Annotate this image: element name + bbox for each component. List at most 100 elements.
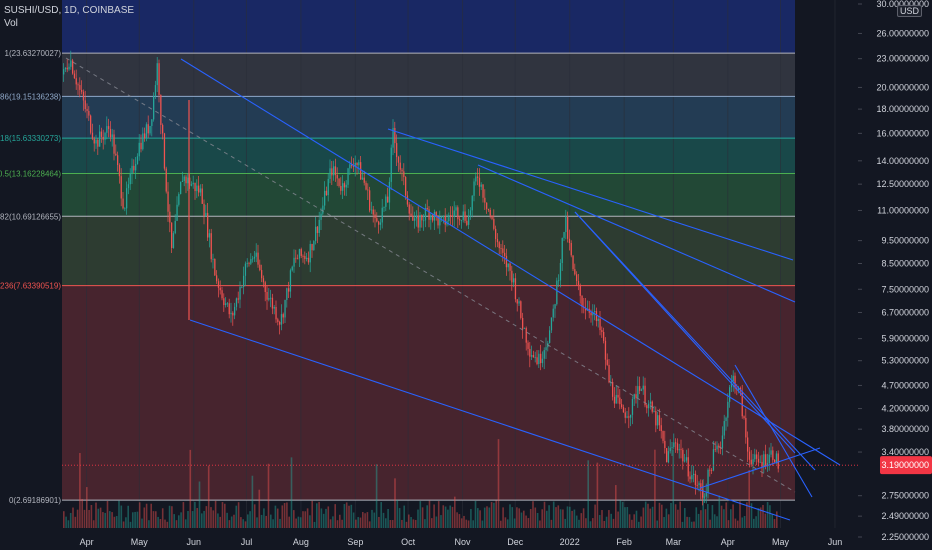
volume-bar <box>316 503 318 528</box>
candle-body <box>772 450 774 460</box>
volume-bar <box>495 500 497 528</box>
candle-body <box>171 222 173 248</box>
candle-body <box>374 214 376 219</box>
candle-body <box>176 204 178 221</box>
candle-body <box>567 217 569 239</box>
candle-body <box>712 449 715 471</box>
candle-body <box>145 124 148 139</box>
candle-body <box>696 484 698 486</box>
volume-bar <box>670 502 672 528</box>
volume-bar <box>233 514 235 528</box>
x-tick-label: Jun <box>186 537 201 547</box>
volume-bar <box>362 512 364 528</box>
volume-bar <box>753 518 755 528</box>
candle-body <box>745 417 747 438</box>
candle-body <box>234 306 236 316</box>
candle-body <box>149 125 151 134</box>
candle-body <box>657 415 659 426</box>
volume-bar <box>403 505 405 528</box>
candle-body <box>568 238 571 243</box>
candle-body <box>579 285 581 296</box>
candle-body <box>192 182 194 185</box>
candle-body <box>266 291 268 300</box>
x-axis-strip <box>0 528 932 550</box>
candle-body <box>415 215 418 219</box>
candle-body <box>169 211 171 223</box>
volume-bar <box>276 508 279 528</box>
volume-bar <box>451 506 454 528</box>
candle-body <box>491 215 493 219</box>
y-tick-label: 23.00000000 <box>876 54 929 64</box>
candle-body <box>536 357 538 364</box>
candle-body <box>457 207 459 220</box>
candle-body <box>311 244 313 251</box>
volume-bar <box>157 516 159 528</box>
candle-body <box>385 196 387 207</box>
volume-bar <box>371 509 373 528</box>
candle-body <box>185 176 187 184</box>
volume-bar <box>444 506 447 528</box>
fib-zone <box>62 285 795 501</box>
volume-bar <box>608 510 610 528</box>
candle-body <box>768 454 770 464</box>
volume-bar <box>256 517 258 528</box>
candle-body <box>635 394 637 398</box>
volume-bar <box>739 501 741 528</box>
volume-bar <box>479 510 481 528</box>
candle-body <box>581 295 583 307</box>
volume-bar <box>396 499 399 528</box>
candle-body <box>471 195 473 211</box>
candle-body <box>504 252 506 256</box>
fib-label: 0(2.69186901) <box>9 496 61 505</box>
volume-bar <box>626 507 629 528</box>
candle-body <box>365 182 367 190</box>
volume-bar <box>221 502 224 528</box>
candle-body <box>482 184 484 198</box>
candle-body <box>518 301 520 304</box>
candle-body <box>675 442 677 444</box>
volume-bar <box>104 512 106 528</box>
candle-body <box>113 134 115 154</box>
volume-bar <box>306 508 309 528</box>
candle-body <box>70 60 72 67</box>
candle-body <box>289 270 292 292</box>
candle-body <box>178 194 180 205</box>
candle-body <box>270 297 272 299</box>
candle-body <box>599 318 601 331</box>
trendline <box>734 364 813 498</box>
price-tag <box>880 456 932 475</box>
volume-bar <box>716 516 718 528</box>
volume-bar <box>587 460 589 528</box>
candle-body <box>322 205 324 214</box>
volume-bar <box>164 519 166 528</box>
candle-body <box>358 162 360 166</box>
y-tick-label: 5.90000000 <box>881 334 929 344</box>
volume-bar <box>72 507 74 528</box>
volume-bar <box>161 508 164 528</box>
volume-bar <box>293 510 295 528</box>
candle-body <box>117 155 119 166</box>
candle-body <box>576 274 578 282</box>
y-tick-label: 7.50000000 <box>881 284 929 294</box>
candle-body <box>216 275 218 282</box>
symbol-title: SUSHI/USD, 1D, COINBASE <box>4 5 135 16</box>
y-tick-label: 6.70000000 <box>881 307 929 317</box>
candle-body <box>442 215 445 218</box>
volume-bar <box>389 519 392 528</box>
volume-bar <box>771 513 773 528</box>
candle-body <box>727 401 729 418</box>
candle-body <box>754 454 756 460</box>
candle-body <box>777 453 779 469</box>
y-tick-label: 30.00000000 <box>876 0 929 9</box>
candle-body <box>361 177 364 180</box>
volume-bar <box>380 502 382 528</box>
candle-body <box>459 219 461 221</box>
candle-body <box>318 219 320 233</box>
volume-bar <box>175 520 178 528</box>
currency-badge[interactable]: USD <box>897 5 923 17</box>
volume-bar <box>201 513 203 528</box>
volume-bar <box>88 509 90 528</box>
candle-body <box>514 278 517 300</box>
candle-body <box>455 207 457 211</box>
